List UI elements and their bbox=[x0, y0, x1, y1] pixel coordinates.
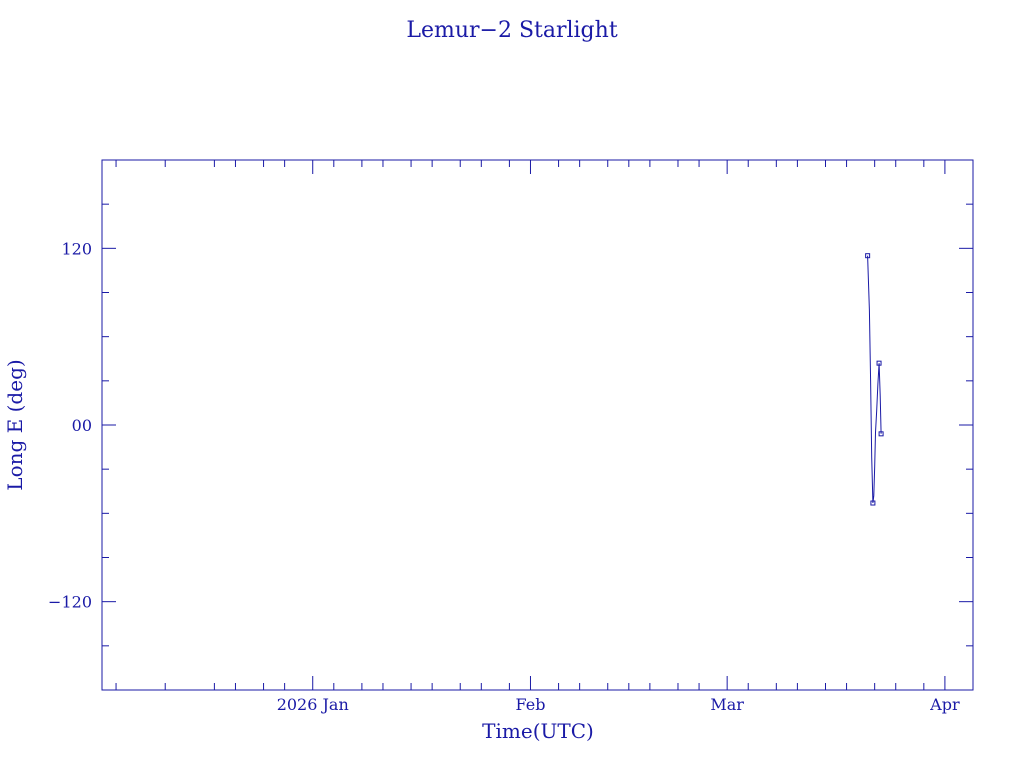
x-axis-label: Time(UTC) bbox=[482, 719, 594, 743]
data-point-marker bbox=[865, 253, 871, 259]
data-point-marker bbox=[870, 500, 876, 506]
y-tick-label: 120 bbox=[61, 239, 92, 258]
series-line bbox=[867, 255, 882, 504]
data-point-marker bbox=[876, 360, 882, 366]
data-point-marker bbox=[878, 431, 884, 437]
y-tick-label: −120 bbox=[48, 593, 92, 612]
plot-frame bbox=[101, 159, 974, 691]
series-group bbox=[865, 253, 884, 506]
x-tick-label: Mar bbox=[710, 695, 744, 714]
x-tick-label: Apr bbox=[929, 695, 960, 714]
y-axis-ticks: 120 00 −120 bbox=[48, 203, 973, 647]
y-axis-label: Long E (deg) bbox=[3, 359, 27, 490]
x-tick-label: 2026 Jan bbox=[277, 695, 349, 714]
chart-title: Lemur−2 Starlight bbox=[406, 18, 617, 43]
x-tick-label: Feb bbox=[516, 695, 546, 714]
y-tick-label: 00 bbox=[72, 416, 92, 435]
x-axis-ticks: 2026 Jan Feb Mar Apr bbox=[115, 160, 960, 714]
